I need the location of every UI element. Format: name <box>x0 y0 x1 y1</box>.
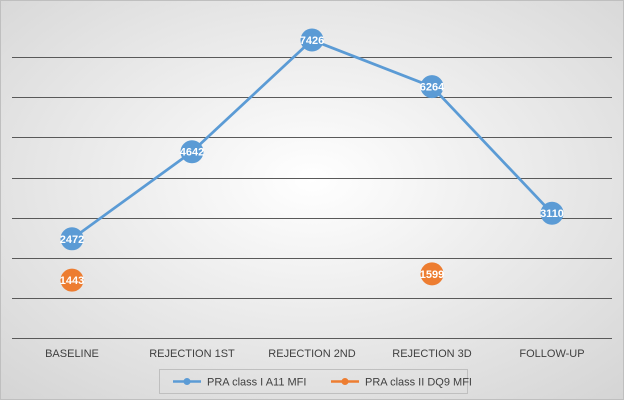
x-tick-label: REJECTION 1ST <box>149 348 235 360</box>
data-label: 1443 <box>60 275 84 287</box>
legend: PRA class I A11 MFI PRA class II DQ9 MFI <box>159 369 472 394</box>
data-label: 7426 <box>300 35 324 47</box>
data-point-marker <box>540 201 564 225</box>
legend-box <box>159 369 468 394</box>
data-label: 2472 <box>60 234 84 246</box>
legend-label: PRA class I A11 MFI <box>207 377 306 389</box>
series-2: 1443 1599 <box>60 262 444 292</box>
x-tick-label: BASELINE <box>45 348 99 360</box>
data-point-marker <box>180 140 204 164</box>
data-point-marker <box>420 75 444 99</box>
x-tick-label: FOLLOW-UP <box>519 348 584 360</box>
data-label: 4642 <box>180 147 204 159</box>
legend-item: PRA class II DQ9 MFI <box>331 377 472 389</box>
legend-label: PRA class II DQ9 MFI <box>365 377 472 389</box>
x-tick-label: REJECTION 3D <box>392 348 472 360</box>
data-label: 6264 <box>420 82 445 94</box>
gridlines <box>12 57 612 299</box>
x-tick-label: REJECTION 2ND <box>268 348 355 360</box>
legend-marker <box>341 378 349 385</box>
legend-item: PRA class I A11 MFI <box>173 377 306 389</box>
legend-marker <box>183 378 191 385</box>
series-1: 2472 4642 7426 6264 3110 <box>60 28 564 251</box>
data-point-marker <box>300 28 324 52</box>
data-label: 3110 <box>540 208 564 220</box>
x-axis: BASELINE REJECTION 1ST REJECTION 2ND REJECT… <box>12 338 612 360</box>
data-point-marker <box>60 268 84 292</box>
data-label: 1599 <box>420 269 444 281</box>
data-point-marker <box>420 262 444 286</box>
series-layer: 2472 4642 7426 6264 3110 1443 1599 <box>60 28 564 292</box>
data-point-marker <box>60 227 84 251</box>
